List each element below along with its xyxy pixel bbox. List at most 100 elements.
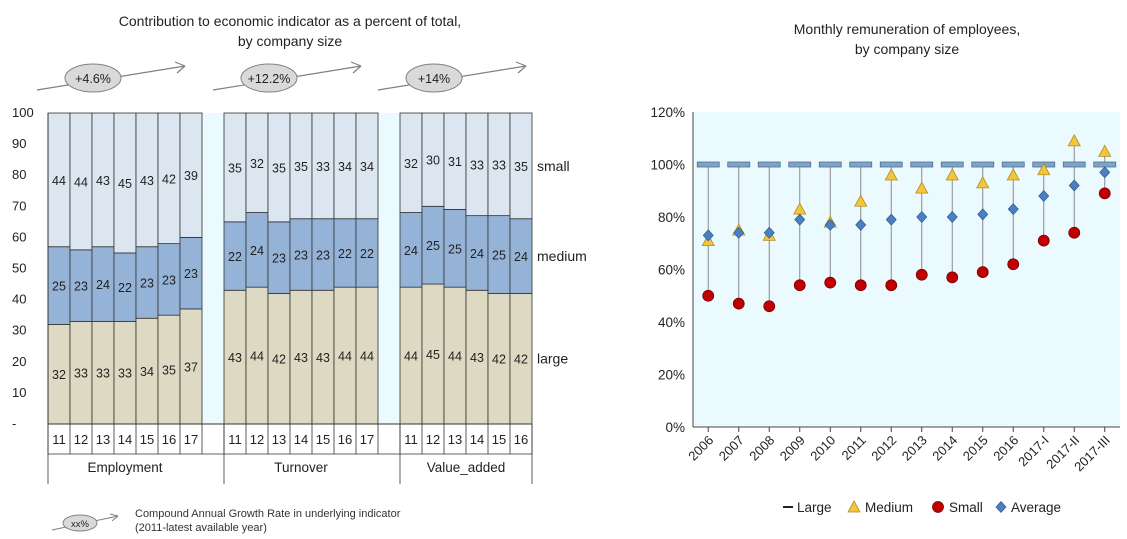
x-tick-label: 14: [118, 432, 132, 447]
point-large: [818, 161, 842, 168]
stacked-bar-chart: Contribution to economic indicator as a …: [12, 13, 587, 534]
data-label-medium: 23: [140, 276, 154, 290]
x-tick-label: 11: [52, 432, 66, 447]
x-tick-label: 11: [228, 432, 242, 447]
legend-marker-medium: [847, 500, 861, 513]
point-average: [824, 218, 836, 231]
y-tick-label: 30: [12, 323, 26, 338]
bar-small: [509, 112, 533, 220]
growth-arrow-head: [515, 61, 527, 74]
data-label-small: 35: [294, 160, 308, 174]
y-tick-label: 70: [12, 198, 26, 213]
y-tick-label: 20%: [658, 368, 685, 383]
x-tick-label: 12: [426, 432, 440, 447]
x-tick-label: 13: [448, 432, 462, 447]
point-average: [946, 210, 958, 224]
y-tick-label: 100: [12, 105, 34, 120]
y-tick-label: 20: [12, 354, 26, 369]
x-tick-label: 14: [294, 432, 308, 447]
point-small: [702, 289, 715, 302]
point-medium: [1006, 168, 1020, 181]
data-label-medium: 22: [360, 247, 374, 261]
point-average: [885, 213, 897, 226]
data-label-medium: 25: [52, 280, 66, 294]
data-label-large: 44: [338, 350, 352, 364]
point-large: [788, 161, 812, 168]
x-tick-label: 2015: [960, 433, 991, 464]
x-tick-label: 2013: [899, 433, 930, 464]
data-label-medium: 23: [316, 249, 330, 263]
data-label-small: 42: [162, 172, 176, 186]
data-label-small: 35: [272, 161, 286, 175]
data-label-large: 44: [250, 350, 264, 364]
x-tick-label: 15: [140, 432, 154, 447]
data-label-large: 43: [228, 351, 242, 365]
data-label-medium: 22: [338, 247, 352, 261]
point-large: [1001, 161, 1025, 168]
footnote-line1: Compound Annual Growth Rate in underlyin…: [135, 508, 401, 520]
data-label-large: 33: [118, 367, 132, 381]
data-label-large: 32: [52, 368, 66, 382]
footnote-badge: [62, 514, 98, 532]
point-small: [946, 271, 959, 284]
point-large: [1062, 161, 1086, 168]
growth-arrow-head: [350, 61, 362, 74]
x-tick-label: 13: [96, 432, 110, 447]
point-large: [727, 161, 751, 168]
x-tick-label: 12: [74, 432, 88, 447]
point-large: [910, 161, 934, 168]
point-large: [757, 161, 781, 168]
y-tick-label: 40: [12, 292, 26, 307]
point-average: [702, 229, 714, 242]
y-tick-label: 80: [12, 167, 26, 182]
point-average: [1007, 203, 1019, 216]
x-tick-label: 2008: [746, 433, 777, 464]
y-tick-label: 120%: [650, 105, 685, 120]
legend-label-medium: Medium: [865, 500, 913, 515]
data-label-medium: 22: [118, 281, 132, 295]
data-label-medium: 24: [514, 250, 528, 264]
footnote-arrow-head: [109, 513, 119, 522]
x-tick-label: 17: [360, 432, 374, 447]
point-average: [1038, 189, 1050, 203]
x-tick-label: 15: [316, 432, 330, 447]
bar-small: [179, 112, 203, 238]
data-label-large: 45: [426, 348, 440, 362]
data-label-small: 30: [426, 154, 440, 168]
x-tick-label: 2007: [716, 433, 747, 464]
x-tick-label: 15: [492, 432, 506, 447]
data-label-small: 32: [250, 157, 264, 171]
data-label-medium: 22: [228, 250, 242, 264]
data-label-small: 34: [360, 160, 374, 174]
data-label-large: 35: [162, 364, 176, 378]
y-tick-label: 60: [12, 229, 26, 244]
legend-marker-small: [932, 501, 944, 513]
bar-small: [355, 112, 379, 220]
point-average: [916, 210, 928, 224]
data-label-large: 33: [96, 367, 110, 381]
data-label-small: 34: [338, 160, 352, 174]
x-tick-label: 2012: [868, 433, 899, 464]
growth-label: +14%: [418, 72, 450, 86]
legend-label-large: Large: [797, 500, 832, 515]
x-tick-label: 11: [404, 432, 418, 447]
data-label-large: 44: [404, 350, 418, 364]
growth-badge: [64, 63, 122, 93]
y-tick-label: 90: [12, 136, 26, 151]
y-tick-label: 60%: [658, 263, 685, 278]
point-small: [854, 279, 867, 292]
footnote-line2: (2011-latest available year): [135, 522, 267, 534]
data-label-small: 43: [96, 174, 110, 188]
data-label-small: 32: [404, 157, 418, 171]
y-tick-label: -: [12, 416, 16, 431]
remuneration-scatter-chart: Monthly remuneration of employees, by com…: [650, 21, 1120, 515]
point-large: [696, 161, 720, 168]
point-large: [879, 161, 903, 168]
x-tick-label: 14: [470, 432, 484, 447]
data-label-small: 45: [118, 177, 132, 191]
series-label-small: small: [537, 158, 570, 174]
point-large: [849, 161, 873, 168]
x-tick-label: 13: [272, 432, 286, 447]
point-average: [855, 218, 867, 231]
data-label-small: 44: [74, 175, 88, 189]
